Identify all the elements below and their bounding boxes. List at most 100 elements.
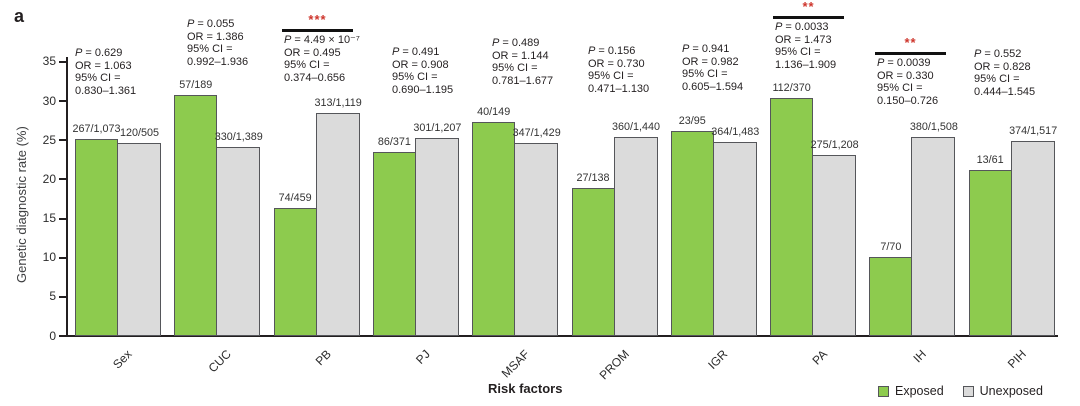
x-category-label-PJ: PJ bbox=[412, 347, 433, 367]
stats-block-PIH: P = 0.552 OR = 0.828 95% CI = 0.444–1.545 bbox=[974, 48, 1035, 98]
bar-value-unexposed-Sex: 120/505 bbox=[119, 127, 160, 140]
bar-value-exposed-Sex: 267/1,073 bbox=[72, 123, 121, 136]
y-tick-label: 20 bbox=[42, 171, 56, 186]
stats-line: 95% CI = bbox=[588, 70, 634, 83]
stats-line: OR = 0.330 bbox=[877, 69, 934, 82]
bar-value-exposed-PIH: 13/61 bbox=[976, 153, 1004, 166]
stats-line: P = 4.49 × 10⁻⁷ bbox=[284, 34, 360, 46]
stats-line: OR = 1.063 bbox=[75, 59, 132, 72]
legend-label-exposed: Exposed bbox=[895, 384, 944, 398]
y-tick-mark bbox=[59, 178, 66, 181]
y-tick-mark bbox=[59, 139, 66, 142]
x-category-label-PA: PA bbox=[809, 347, 831, 368]
significance-line-PA bbox=[773, 16, 844, 19]
x-axis-title: Risk factors bbox=[488, 381, 563, 396]
stats-line: P = 0.491 bbox=[392, 46, 440, 58]
y-tick-label: 0 bbox=[49, 328, 56, 343]
bar-value-unexposed-PA: 275/1,208 bbox=[810, 138, 859, 151]
y-tick-mark bbox=[59, 335, 66, 337]
bar-exposed-CUC bbox=[174, 95, 218, 336]
x-category-label-CUC: CUC bbox=[205, 347, 235, 376]
x-category-label-IH: IH bbox=[910, 347, 930, 366]
significance-stars-PB: *** bbox=[308, 12, 327, 27]
stats-line: 95% CI = bbox=[775, 46, 821, 59]
bar-unexposed-PA bbox=[812, 154, 857, 336]
bar-unexposed-MSAF bbox=[514, 143, 559, 336]
legend-label-unexposed: Unexposed bbox=[979, 384, 1043, 398]
stats-line: 95% CI = bbox=[392, 71, 438, 84]
bar-exposed-IGR bbox=[670, 131, 714, 336]
stats-line: 1.136–1.909 bbox=[775, 58, 837, 71]
legend-item-exposed: Exposed bbox=[878, 384, 944, 398]
stats-line: P = 0.156 bbox=[588, 45, 636, 57]
y-tick-label: 30 bbox=[42, 93, 56, 108]
bar-exposed-MSAF bbox=[472, 122, 516, 336]
bar-unexposed-PIH bbox=[1010, 140, 1055, 336]
stats-line: 95% CI = bbox=[75, 72, 121, 85]
stats-line: 0.374–0.656 bbox=[284, 71, 346, 84]
bar-exposed-PJ bbox=[372, 151, 416, 336]
stats-line: 95% CI = bbox=[682, 68, 728, 81]
bar-value-unexposed-IGR: 364/1,483 bbox=[711, 126, 760, 139]
bar-unexposed-Sex bbox=[117, 143, 161, 336]
bar-value-exposed-CUC: 57/189 bbox=[179, 79, 213, 92]
bar-value-exposed-PB: 74/459 bbox=[278, 192, 312, 205]
significance-stars-IH: ** bbox=[904, 35, 917, 50]
bar-value-unexposed-MSAF: 347/1,429 bbox=[512, 127, 561, 140]
stats-line: OR = 0.908 bbox=[392, 58, 449, 71]
stats-line: P = 0.055 bbox=[187, 18, 235, 30]
y-tick-mark bbox=[59, 256, 66, 259]
stats-line: P = 0.941 bbox=[682, 43, 730, 55]
stats-line: P = 0.0039 bbox=[877, 57, 931, 69]
bar-value-exposed-IH: 7/70 bbox=[880, 240, 902, 253]
stats-line: 95% CI = bbox=[187, 43, 233, 56]
x-category-label-MSAF: MSAF bbox=[498, 347, 533, 381]
bar-unexposed-IGR bbox=[712, 142, 757, 336]
bar-exposed-PROM bbox=[571, 187, 615, 336]
bar-exposed-PA bbox=[770, 97, 814, 336]
stats-line: 95% CI = bbox=[284, 59, 330, 72]
stats-line: 0.992–1.936 bbox=[187, 55, 249, 68]
stats-line: 0.690–1.195 bbox=[392, 83, 454, 96]
bar-value-exposed-PJ: 86/371 bbox=[377, 135, 411, 148]
bar-unexposed-PJ bbox=[414, 138, 459, 336]
x-category-label-PIH: PIH bbox=[1004, 347, 1029, 372]
x-category-label-IGR: IGR bbox=[705, 347, 731, 372]
legend-item-unexposed: Unexposed bbox=[962, 384, 1043, 398]
bar-unexposed-IH bbox=[911, 136, 956, 336]
bar-value-exposed-MSAF: 40/149 bbox=[477, 106, 511, 119]
bar-value-unexposed-IH: 380/1,508 bbox=[909, 120, 958, 133]
bar-exposed-Sex bbox=[75, 139, 118, 336]
bar-exposed-PB bbox=[273, 208, 317, 336]
stats-line: P = 0.552 bbox=[974, 48, 1022, 60]
stats-line: 95% CI = bbox=[877, 82, 923, 95]
y-tick-label: 35 bbox=[42, 54, 56, 69]
bar-value-exposed-PA: 112/370 bbox=[772, 81, 811, 94]
y-tick-label: 15 bbox=[42, 211, 56, 226]
bar-unexposed-CUC bbox=[216, 147, 261, 336]
stats-line: 0.605–1.594 bbox=[682, 80, 744, 93]
stats-block-PA: P = 0.0033 OR = 1.473 95% CI = 1.136–1.909 bbox=[775, 21, 836, 71]
stats-line: P = 0.0033 bbox=[775, 21, 829, 33]
x-category-label-PB: PB bbox=[312, 347, 334, 369]
stats-line: 0.781–1.677 bbox=[492, 74, 554, 87]
x-category-label-Sex: Sex bbox=[110, 347, 135, 372]
significance-line-IH bbox=[875, 52, 946, 55]
stats-line: 0.830–1.361 bbox=[75, 84, 137, 97]
stats-block-Sex: P = 0.629 OR = 1.063 95% CI = 0.830–1.361 bbox=[75, 47, 136, 97]
stats-line: OR = 1.473 bbox=[775, 33, 832, 46]
panel-label: a bbox=[14, 6, 25, 26]
x-axis-line bbox=[66, 335, 1058, 337]
bar-value-exposed-IGR: 23/95 bbox=[678, 115, 706, 128]
stats-block-IGR: P = 0.941 OR = 0.982 95% CI = 0.605–1.594 bbox=[682, 43, 743, 93]
stats-block-PB: P = 4.49 × 10⁻⁷ OR = 0.495 95% CI = 0.374–0… bbox=[284, 34, 360, 84]
stats-line: 0.150–0.726 bbox=[877, 94, 939, 107]
stats-line: 0.471–1.130 bbox=[588, 82, 650, 95]
stats-line: OR = 0.730 bbox=[588, 57, 645, 70]
y-tick-label: 5 bbox=[49, 289, 56, 304]
legend-swatch-exposed-icon bbox=[878, 385, 889, 397]
y-tick-mark bbox=[59, 217, 66, 220]
bar-value-unexposed-PB: 313/1,119 bbox=[314, 97, 362, 110]
bar-exposed-PIH bbox=[968, 169, 1012, 336]
